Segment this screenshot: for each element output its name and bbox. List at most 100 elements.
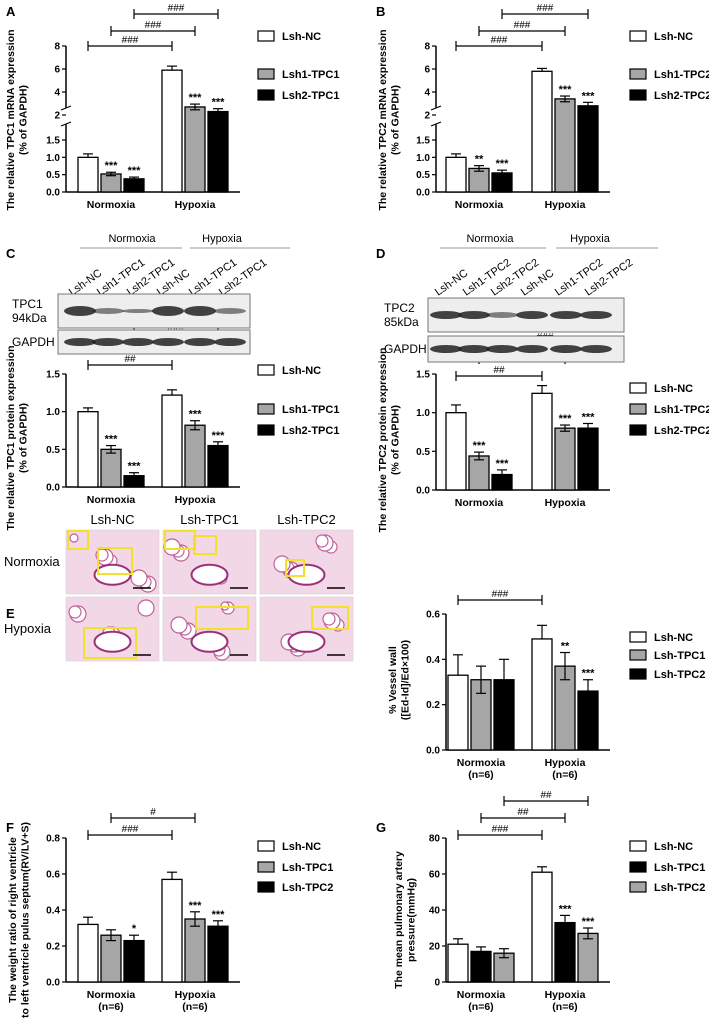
bar-lsh-tpc2-hypoxia (207, 925, 229, 983)
significance-marker: *** (582, 90, 596, 102)
blot-band-label: TPC2 (384, 301, 415, 315)
blot-band (550, 345, 582, 353)
y-tick-label: 0.4 (46, 906, 60, 917)
legend-swatch (629, 631, 647, 643)
y-tick-label: 0.5 (46, 445, 60, 456)
highlight-box (285, 559, 305, 577)
alveolus-shape (170, 616, 188, 634)
axis-break-mark (430, 121, 442, 127)
legend-swatch (629, 382, 647, 394)
blot-group-label: Hypoxia (202, 233, 243, 245)
significance-marker: *** (212, 97, 226, 109)
y-tick-label: 1.5 (416, 136, 430, 147)
y-tick-label: 1.0 (416, 408, 430, 419)
y-axis-label: (% of GAPDH) (17, 403, 29, 473)
significance-marker: *** (559, 413, 573, 425)
y-tick-label: 1.5 (416, 370, 430, 381)
blot-band (516, 345, 548, 353)
x-category-label: Normoxia (457, 989, 506, 1001)
axis-break-mark (60, 105, 72, 111)
legend-label: Lsh-TPC1 (282, 862, 333, 874)
legend-label: Lsh-NC (654, 31, 693, 43)
legend-swatch (629, 649, 647, 661)
bar-lsh1-tpc2-normoxia (468, 455, 490, 491)
y-axis-label: (% of GAPDH) (17, 85, 29, 155)
y-tick-label: 0.5 (416, 170, 430, 181)
significance-bracket-label: ### (491, 35, 508, 46)
y-tick-label: 0.4 (426, 655, 440, 666)
x-category-label: (n=6) (468, 1001, 493, 1013)
western-blot-d: Normoxia HypoxiaLsh-NCLsh1-TPC2Lsh2-TPC2L… (384, 233, 658, 363)
significance-marker: *** (559, 903, 573, 915)
y-tick-label: 0.0 (426, 746, 440, 757)
bar-lsh1-tpc2-hypoxia (554, 98, 576, 193)
panel-letter-d: D (376, 246, 385, 261)
y-tick-label: 0.0 (416, 188, 430, 199)
bar-lsh-tpc2-normoxia (123, 939, 145, 983)
legend-label: Lsh-NC (282, 365, 321, 377)
legend-label: Lsh2-TPC1 (282, 425, 339, 437)
bar-lsh-nc-normoxia (447, 674, 469, 751)
significance-bracket-label: ### (514, 20, 531, 31)
significance-marker: *** (496, 458, 510, 470)
vessel-shape (190, 563, 229, 586)
legend-label: Lsh1-TPC2 (654, 69, 709, 81)
y-tick-label: 0.6 (426, 610, 440, 621)
y-tick-label: 60 (429, 870, 441, 881)
x-category-label: Hypoxia (175, 989, 216, 1001)
y-tick-label: 0.5 (46, 170, 60, 181)
significance-marker: *** (582, 668, 596, 680)
highlight-box (83, 627, 137, 659)
chart-g: 020406080Normoxia(n=6)******Hypoxia(n=6)… (429, 790, 705, 1013)
histology-row-label: Normoxia (4, 554, 60, 569)
legend-swatch (257, 30, 275, 42)
legend-swatch (257, 881, 275, 893)
significance-bracket-label: ## (493, 365, 505, 376)
y-tick-label: 0 (434, 978, 440, 989)
x-category-label: Normoxia (455, 199, 504, 211)
blot-band (122, 338, 154, 346)
x-category-label: Hypoxia (545, 989, 586, 1001)
vessel-shape (93, 630, 132, 653)
axis-break-mark (430, 105, 442, 111)
y-tick-label: 0.5 (416, 447, 430, 458)
bar-lsh2-tpc2-hypoxia (577, 427, 599, 491)
y-tick-label: 0.0 (416, 486, 430, 497)
blot-band (580, 311, 612, 319)
significance-marker: *** (582, 411, 596, 423)
legend-label: Lsh1-TPC2 (654, 404, 709, 416)
legend-swatch (257, 840, 275, 852)
y-tick-label: 0.2 (46, 942, 60, 953)
blot-band (214, 338, 246, 346)
chart-c-bar: 0.0 0.5 1.0 1.5 *** *** Normoxia *** *** Hypoxia #… (46, 322, 339, 506)
legend-label: Lsh-TPC2 (654, 882, 705, 894)
alveolus-shape (273, 555, 291, 573)
significance-marker: *** (582, 916, 596, 928)
bar-lsh1-tpc1-normoxia (100, 173, 122, 193)
bar-lsh-nc-hypoxia (161, 878, 183, 983)
significance-marker: *** (128, 165, 142, 177)
legend-label: Lsh2-TPC1 (282, 90, 339, 102)
alveolus-shape (68, 605, 82, 619)
blot-band (152, 338, 184, 346)
x-category-label: Hypoxia (175, 199, 216, 211)
x-category-label: (n=6) (98, 1001, 123, 1013)
legend-swatch (629, 68, 647, 80)
bar-lsh-nc-hypoxia (531, 70, 553, 193)
blot-band (92, 308, 124, 314)
x-category-label: (n=6) (468, 769, 493, 781)
y-tick-label: 6 (424, 65, 430, 76)
legend-label: Lsh-NC (654, 383, 693, 395)
bar-lsh-tpc1-hypoxia (184, 918, 206, 983)
significance-marker: *** (212, 430, 226, 442)
vessel-shape (190, 630, 229, 653)
y-tick-label: 80 (429, 834, 441, 845)
alveolus-shape (322, 612, 336, 626)
panel-letter-c: C (6, 246, 16, 261)
blot-band-label: TPC1 (12, 297, 43, 311)
panel-letter-b: B (376, 4, 385, 19)
significance-marker: ** (475, 154, 484, 166)
histology-row-label: Hypoxia (4, 621, 52, 636)
